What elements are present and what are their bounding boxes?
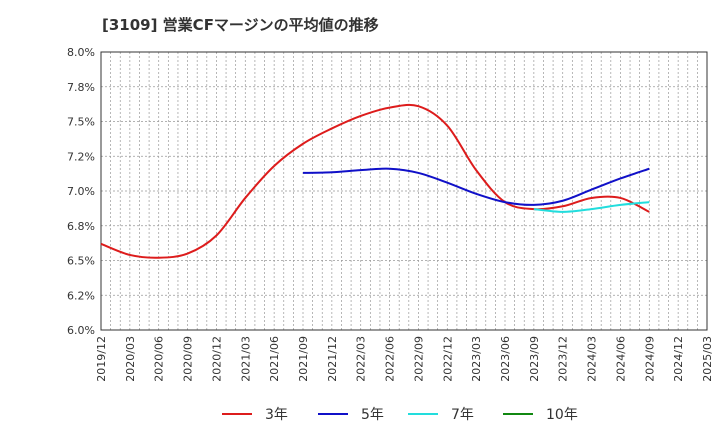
legend-label: 3年 (265, 407, 288, 423)
y-tick-label: 6.0% (67, 324, 95, 337)
x-tick-label: 2024/06 (614, 336, 627, 382)
y-axis-labels: 6.0% 6.2% 6.5% 6.8% 7.0% 7.2% 7.5% 7.8% 8.0% (67, 46, 95, 337)
x-tick-label: 2020/09 (182, 336, 195, 382)
x-tick-label: 2020/06 (153, 336, 166, 382)
x-tick-label: 2022/03 (355, 336, 368, 382)
y-tick-label: 6.2% (67, 289, 95, 302)
y-tick-label: 6.8% (67, 220, 95, 233)
x-tick-label: 2021/03 (239, 336, 252, 382)
x-tick-label: 2023/09 (528, 336, 541, 382)
series-line-2 (533, 201, 650, 213)
x-tick-label: 2021/12 (326, 336, 339, 382)
x-tick-label: 2024/03 (586, 336, 599, 382)
legend-label: 7年 (451, 407, 474, 423)
y-tick-label: 7.5% (67, 116, 95, 129)
x-tick-label: 2023/03 (470, 336, 483, 382)
x-tick-label: 2024/12 (672, 336, 685, 382)
y-tick-label: 7.2% (67, 150, 95, 163)
x-tick-label: 2024/09 (643, 336, 656, 382)
x-tick-label: 2022/12 (441, 336, 454, 382)
y-tick-label: 6.5% (67, 255, 95, 268)
y-tick-label: 8.0% (67, 46, 95, 59)
x-tick-label: 2022/06 (384, 336, 397, 382)
x-tick-label: 2019/12 (95, 336, 108, 382)
x-axis-labels: 2019/12 2020/03 2020/06 2020/09 2020/12 2021/… (95, 336, 714, 382)
series-line-1 (302, 167, 650, 206)
x-tick-label: 2021/09 (297, 336, 310, 382)
legend: 3年 5年 7年 10年 (222, 407, 578, 423)
x-tick-label: 2023/12 (557, 336, 570, 382)
series-lines (100, 103, 650, 259)
chart-title: [3109] 営業CFマージンの平均値の推移 (102, 16, 379, 34)
x-tick-label: 2025/03 (701, 336, 714, 382)
series-line-0 (100, 103, 650, 259)
x-tick-label: 2022/09 (412, 336, 425, 382)
legend-label: 5年 (361, 407, 384, 423)
x-tick-label: 2023/06 (499, 336, 512, 382)
legend-label: 10年 (546, 407, 578, 423)
y-tick-label: 7.0% (67, 185, 95, 198)
x-tick-label: 2021/06 (268, 336, 281, 382)
x-tick-label: 2020/12 (210, 336, 223, 382)
grid (101, 52, 707, 330)
plot-frame (100, 51, 708, 331)
x-tick-label: 2020/03 (124, 336, 137, 382)
y-tick-label: 7.8% (67, 81, 95, 94)
